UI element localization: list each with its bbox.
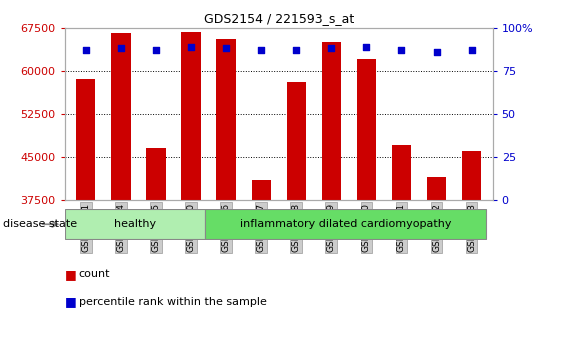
Text: count: count	[79, 269, 110, 279]
Title: GDS2154 / 221593_s_at: GDS2154 / 221593_s_at	[204, 12, 354, 25]
Bar	[321, 42, 341, 200]
Point	[222, 46, 231, 51]
Bar	[462, 151, 481, 200]
Bar	[146, 148, 166, 200]
Text: inflammatory dilated cardiomyopathy: inflammatory dilated cardiomyopathy	[240, 219, 451, 229]
Bar	[111, 33, 131, 200]
Point	[432, 49, 441, 55]
Point	[81, 47, 90, 53]
Text: ■: ■	[65, 295, 77, 308]
Point	[186, 44, 195, 49]
Point	[327, 46, 336, 51]
Point	[117, 46, 126, 51]
Point	[151, 47, 160, 53]
Text: percentile rank within the sample: percentile rank within the sample	[79, 297, 267, 307]
Text: ■: ■	[65, 268, 77, 281]
Point	[397, 47, 406, 53]
Bar	[205, 209, 486, 239]
Point	[362, 44, 371, 49]
Point	[292, 47, 301, 53]
Point	[467, 47, 476, 53]
Bar	[252, 180, 271, 200]
Bar	[181, 32, 200, 200]
Bar	[76, 79, 96, 200]
Text: disease state: disease state	[3, 219, 77, 229]
Bar	[65, 209, 205, 239]
Point	[257, 47, 266, 53]
Text: healthy: healthy	[114, 219, 156, 229]
Bar	[357, 59, 376, 200]
Bar	[287, 82, 306, 200]
Bar	[392, 146, 411, 200]
Bar	[216, 39, 236, 200]
Bar	[427, 177, 446, 200]
